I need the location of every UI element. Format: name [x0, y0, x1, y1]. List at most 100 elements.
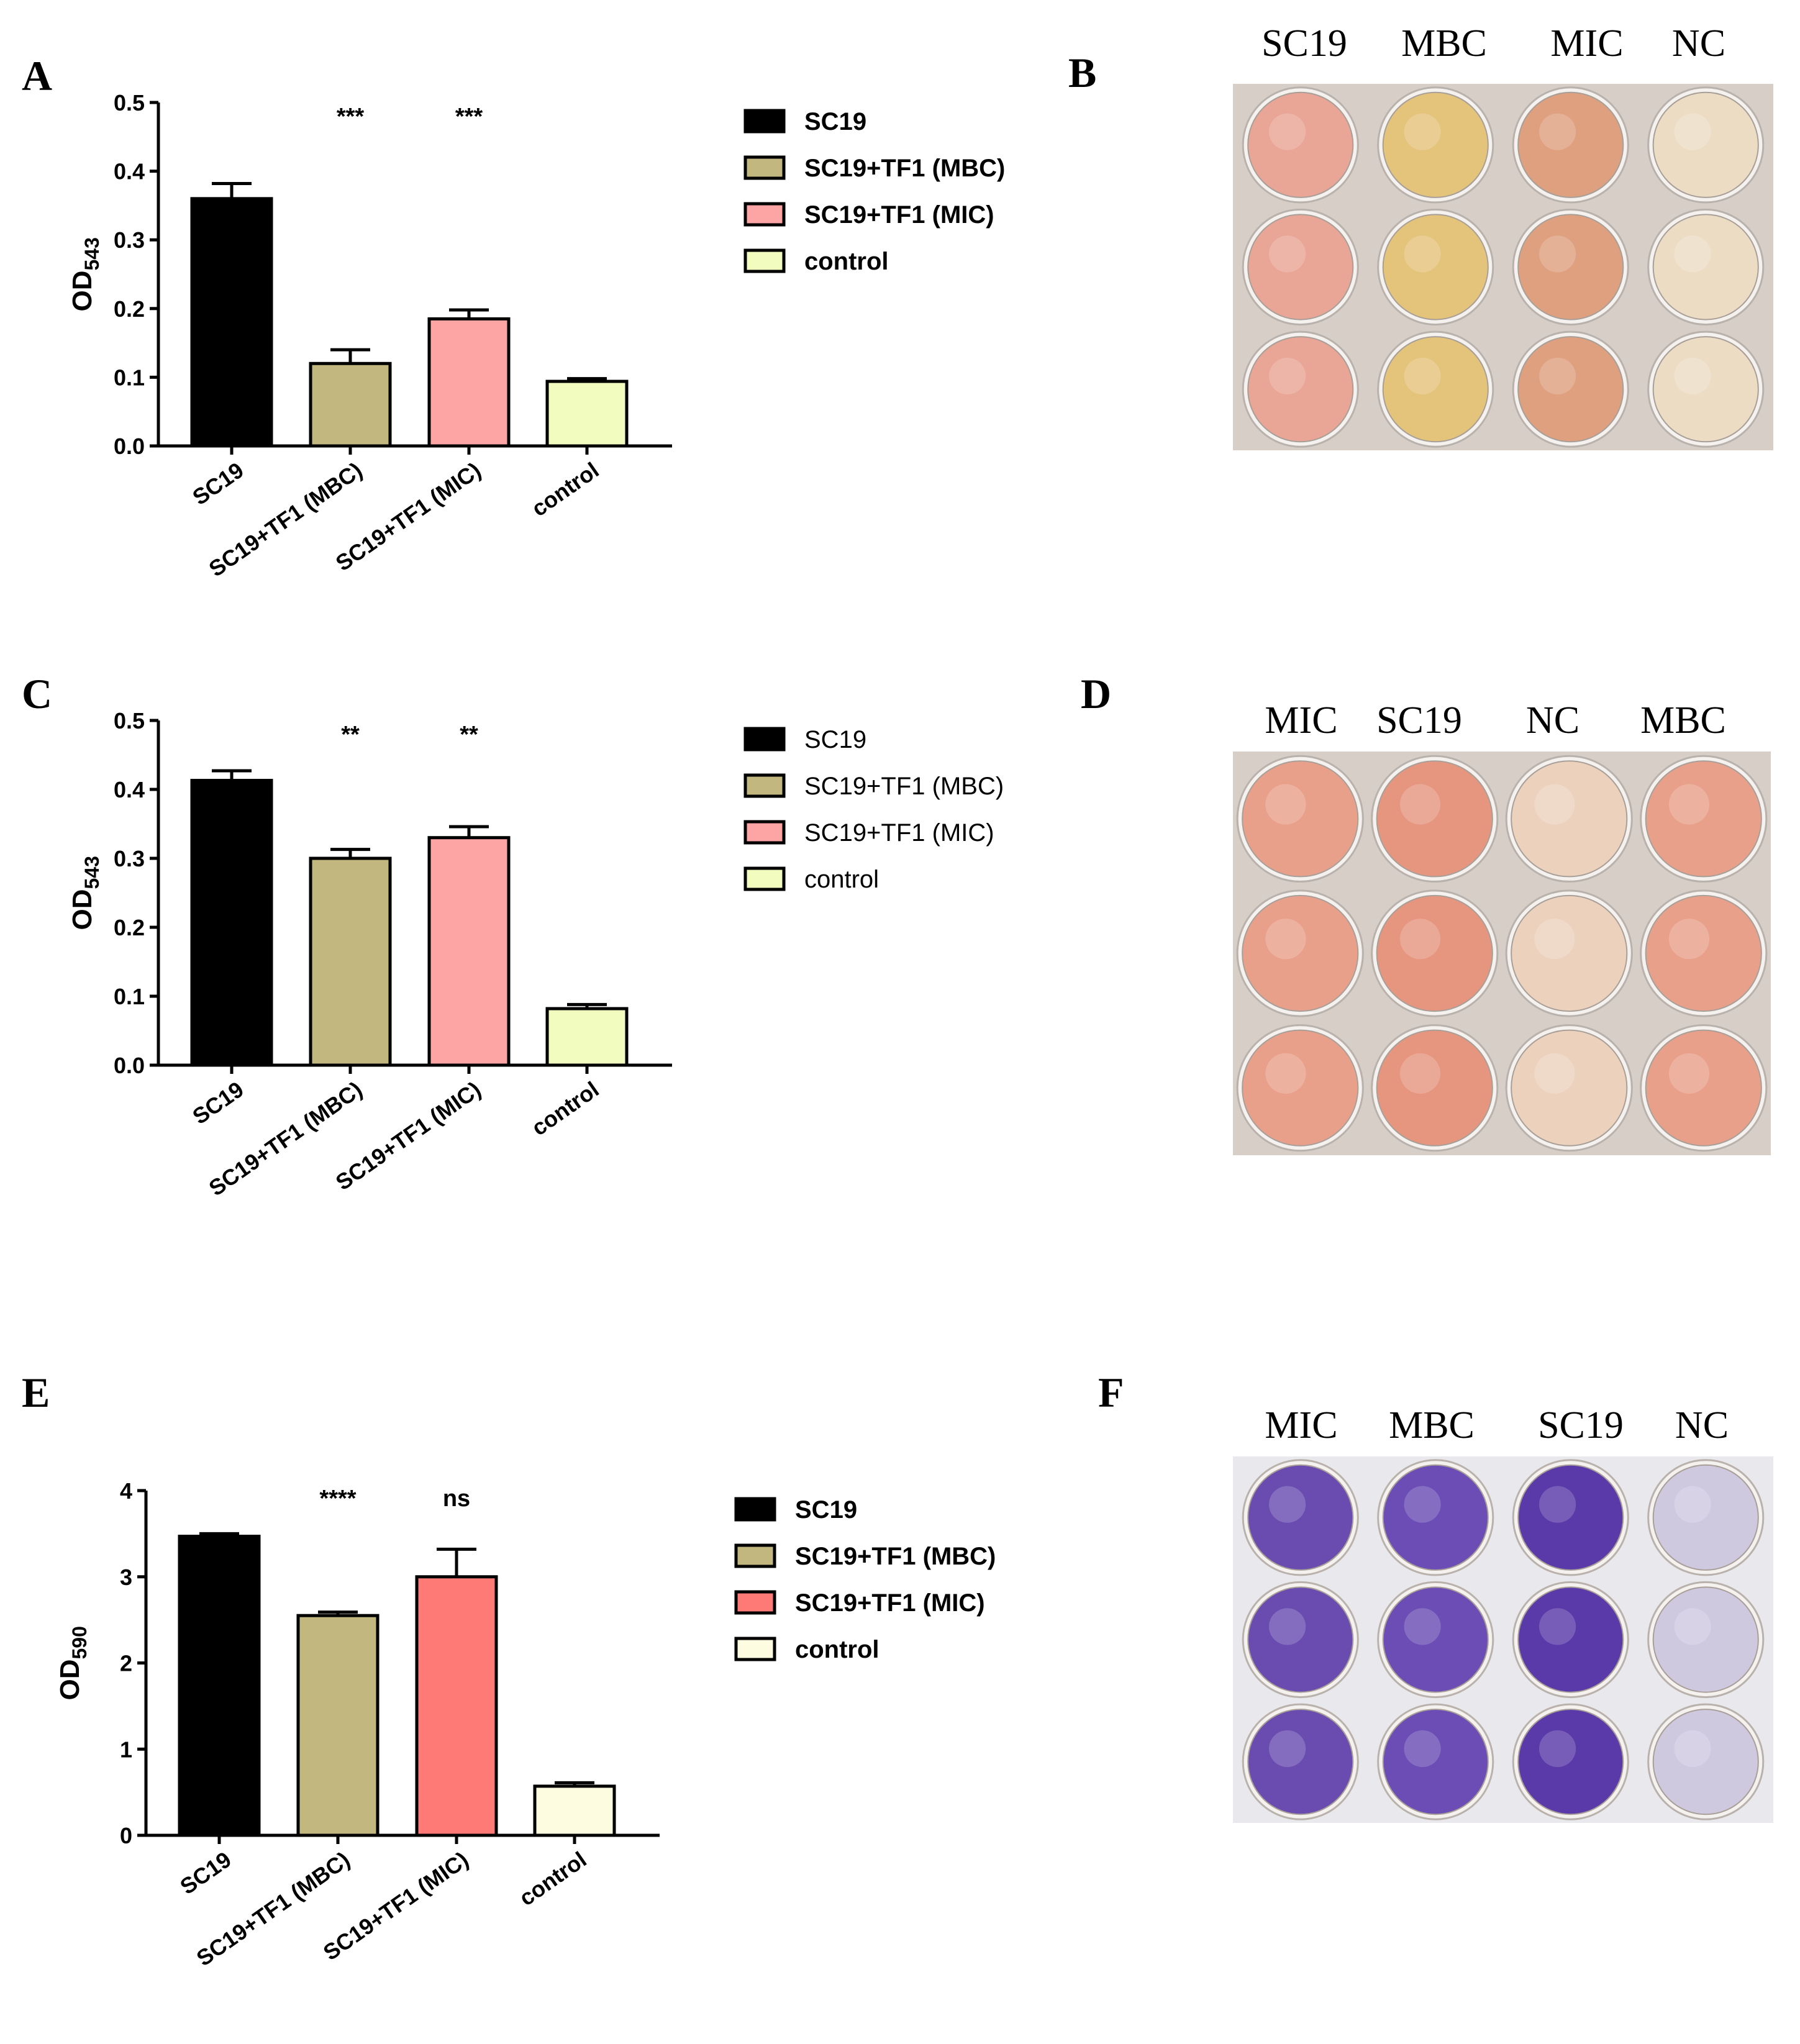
well: [1517, 1586, 1624, 1693]
well: [1652, 1586, 1759, 1693]
bar: [296, 1614, 380, 1837]
column-label: MBC: [1389, 1404, 1475, 1447]
y-tick-label: 1: [120, 1737, 132, 1762]
well: [1517, 91, 1624, 198]
well: [1242, 1029, 1359, 1147]
well-highlight: [1674, 357, 1711, 395]
well: [1382, 1464, 1489, 1571]
well: [1652, 1709, 1759, 1815]
well-highlight: [1265, 919, 1306, 960]
column-label: SC19: [1261, 22, 1347, 65]
well: [1242, 894, 1359, 1012]
y-axis-label-sub: 543: [81, 237, 103, 270]
legend-swatch: [743, 248, 786, 273]
well-highlight: [1668, 919, 1710, 960]
well-highlight: [1399, 1053, 1441, 1094]
well: [1645, 1029, 1762, 1147]
legend-swatch: [743, 155, 786, 180]
panel-letter-b: B: [1068, 49, 1096, 96]
y-tick-label: 0.5: [114, 90, 145, 116]
well-highlight: [1265, 784, 1306, 825]
well-highlight: [1399, 919, 1441, 960]
legend-swatch: [734, 1637, 776, 1661]
bar: [427, 317, 511, 448]
x-tick-label: control: [527, 1076, 603, 1141]
legend-swatch: [734, 1543, 776, 1568]
legend-swatch: [743, 820, 786, 845]
significance-label: **: [341, 722, 360, 748]
y-tick-label: 0.0: [114, 434, 145, 459]
significance-label: ns: [443, 1486, 470, 1512]
column-label: MBC: [1401, 22, 1487, 65]
well-highlight: [1534, 919, 1575, 960]
plate-photo-f: MIC MBC SC19 NC: [1233, 1404, 1773, 1823]
legend-swatch: [743, 773, 786, 798]
well-highlight: [1539, 113, 1576, 150]
y-tick-label: 0.1: [114, 365, 145, 390]
bar: [178, 1535, 261, 1837]
y-tick-label: 0.2: [114, 915, 145, 940]
legend-swatch: [743, 109, 786, 134]
panel-letter-e: E: [22, 1369, 50, 1416]
legend-swatch: [734, 1590, 776, 1615]
well-highlight: [1674, 1730, 1711, 1768]
well-highlight: [1668, 1053, 1710, 1094]
well-highlight: [1539, 1730, 1576, 1768]
well: [1652, 214, 1759, 320]
column-label: MIC: [1265, 699, 1337, 742]
well-highlight: [1269, 1608, 1306, 1645]
y-tick-label: 0: [120, 1823, 132, 1848]
well-highlight: [1404, 113, 1441, 150]
well-highlight: [1269, 235, 1306, 273]
well: [1382, 214, 1489, 320]
bar: [309, 856, 392, 1067]
well-highlight: [1269, 1486, 1306, 1523]
bar-chart-e: SC19 **** SC19+TF1 (MBC) ns SC19+TF1 (MIC) co…: [55, 1478, 996, 1971]
bar: [545, 1007, 629, 1067]
well: [1247, 336, 1354, 443]
y-tick-label: 2: [120, 1651, 132, 1676]
well: [1511, 894, 1628, 1012]
panel-letter-a: A: [22, 52, 52, 99]
legend-label: control: [804, 866, 879, 893]
legend-swatch: [743, 866, 786, 891]
legend-label: SC19: [804, 108, 866, 135]
well-highlight: [1265, 1053, 1306, 1094]
well: [1382, 336, 1489, 443]
bar-chart-c: SC19 ** SC19+TF1 (MBC) ** SC19+TF1 (MIC) cont…: [67, 708, 1004, 1201]
well: [1652, 91, 1759, 198]
x-tick-label: control: [514, 1846, 591, 1911]
y-axis-label: OD543: [67, 856, 103, 930]
well: [1382, 1586, 1489, 1693]
well-highlight: [1534, 784, 1575, 825]
well: [1652, 336, 1759, 443]
legend-swatch: [743, 727, 786, 752]
bar: [309, 361, 392, 448]
bar: [190, 197, 273, 448]
legend-swatch: [734, 1497, 776, 1522]
bar: [427, 836, 511, 1067]
significance-label: ****: [319, 1486, 356, 1512]
significance-label: **: [460, 722, 478, 748]
column-label: MIC: [1550, 22, 1623, 65]
well: [1517, 214, 1624, 320]
well-highlight: [1539, 1608, 1576, 1645]
y-tick-label: 0.4: [114, 159, 145, 184]
well-highlight: [1539, 357, 1576, 395]
plate-photo-b: SC19 MBC MIC NC: [1233, 22, 1773, 450]
well-highlight: [1539, 235, 1576, 273]
plate-photo-d: MIC SC19 NC MBC: [1233, 699, 1771, 1155]
well-highlight: [1404, 1486, 1441, 1523]
legend-label: SC19: [795, 1496, 857, 1524]
y-tick-label: 0.2: [114, 296, 145, 322]
y-tick-label: 4: [120, 1478, 132, 1504]
well: [1242, 760, 1359, 878]
column-label: SC19: [1376, 699, 1462, 742]
column-label: NC: [1526, 699, 1580, 742]
y-axis-label: OD543: [67, 237, 103, 311]
well-highlight: [1674, 1608, 1711, 1645]
panel-letter-d: D: [1081, 670, 1111, 717]
bar-chart-a: SC19 *** SC19+TF1 (MBC) *** SC19+TF1 (MIC) co…: [67, 90, 1005, 581]
y-tick-label: 0.3: [114, 846, 145, 871]
